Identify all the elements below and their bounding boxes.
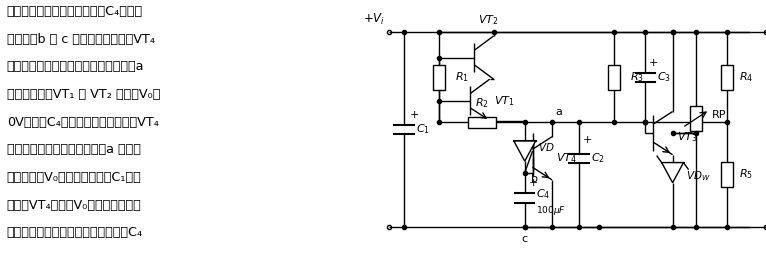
Text: 得到较大的基极电流，处于饱和状态，a: 得到较大的基极电流，处于饱和状态，a xyxy=(7,60,144,74)
Text: $R_3$: $R_3$ xyxy=(630,70,643,84)
Text: 慢慢上升，V₀也逐渐增大。当C₁充满: 慢慢上升，V₀也逐渐增大。当C₁充满 xyxy=(7,171,142,184)
Text: RP: RP xyxy=(712,110,726,120)
Text: $C_2$: $C_2$ xyxy=(591,151,605,165)
Text: $C_3$: $C_3$ xyxy=(657,70,671,84)
Text: +: + xyxy=(650,58,659,68)
Bar xyxy=(608,65,620,90)
Bar xyxy=(722,65,733,90)
Text: $VT_4$: $VT_4$ xyxy=(556,151,577,165)
Text: $VD_W$: $VD_W$ xyxy=(686,169,711,183)
Text: $VT_2$: $VT_2$ xyxy=(478,13,499,27)
Text: b: b xyxy=(531,175,538,184)
Text: $VD$: $VD$ xyxy=(538,141,555,154)
Text: $100\mu F$: $100\mu F$ xyxy=(536,204,567,217)
Text: 点电位最低，VT₁ 和 VT₂ 截止，V₀＝: 点电位最低，VT₁ 和 VT₂ 截止，V₀＝ xyxy=(7,88,160,101)
Text: a: a xyxy=(556,107,563,117)
Text: 0V。随后C₄的充电电流不断减小，VT₄: 0V。随后C₄的充电电流不断减小，VT₄ xyxy=(7,116,159,129)
Text: $C_4$: $C_4$ xyxy=(536,187,551,201)
Text: $R_4$: $R_4$ xyxy=(738,70,753,84)
Text: +: + xyxy=(529,178,538,189)
Polygon shape xyxy=(662,163,683,183)
Text: 压为零，b 与 c 两点相当于短路，VT₄: 压为零，b 与 c 两点相当于短路，VT₄ xyxy=(7,33,155,46)
Text: c: c xyxy=(522,234,528,244)
Text: 从饱和状态过渡到放大状态，a 点电位: 从饱和状态过渡到放大状态，a 点电位 xyxy=(7,143,141,156)
Bar xyxy=(690,106,702,131)
Text: +: + xyxy=(583,135,592,145)
Bar xyxy=(722,162,733,187)
Text: $R_5$: $R_5$ xyxy=(738,168,753,181)
Text: $R_2$: $R_2$ xyxy=(475,96,489,110)
Polygon shape xyxy=(514,141,535,161)
Text: 启动电路，接通电源的瞬间，C₄两端电: 启动电路，接通电源的瞬间，C₄两端电 xyxy=(7,5,143,18)
Text: 电时，VT₄截止，V₀达到额定输出电: 电时，VT₄截止，V₀达到额定输出电 xyxy=(7,199,142,212)
Text: 压，完成软启动过程。关断电源后，C₄: 压，完成软启动过程。关断电源后，C₄ xyxy=(7,226,143,239)
Text: $+V_i$: $+V_i$ xyxy=(362,12,385,27)
Text: +: + xyxy=(410,110,419,120)
Text: $R_1$: $R_1$ xyxy=(455,70,469,84)
Text: $VT_1$: $VT_1$ xyxy=(493,94,514,108)
Bar xyxy=(468,117,496,128)
Text: $C_1$: $C_1$ xyxy=(416,123,430,136)
Bar xyxy=(434,65,445,90)
Text: $VT_3$: $VT_3$ xyxy=(676,130,697,143)
